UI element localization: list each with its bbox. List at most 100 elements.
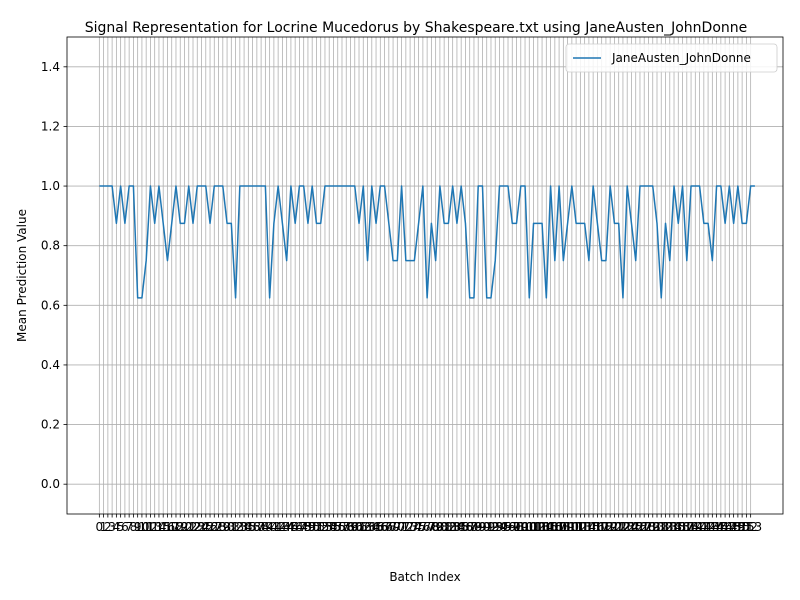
x-tick-label: 49 bbox=[300, 520, 315, 534]
x-tick-label: 91 bbox=[479, 520, 494, 534]
x-tick-label: 5 bbox=[117, 520, 125, 534]
x-tick-label: 0 bbox=[96, 520, 104, 534]
x-tick-label: 123 bbox=[611, 520, 634, 534]
y-axis-label: Mean Prediction Value bbox=[15, 209, 29, 342]
x-tick-label: 1 bbox=[100, 520, 108, 534]
x-tick-label: 82 bbox=[441, 520, 456, 534]
x-tick-label: 19 bbox=[173, 520, 188, 534]
x-tick-label: 22 bbox=[185, 520, 200, 534]
x-tick-label: 45 bbox=[283, 520, 298, 534]
x-tick-label: 37 bbox=[249, 520, 264, 534]
x-tick-label: 99 bbox=[513, 520, 528, 534]
x-tick-label: 103 bbox=[526, 520, 549, 534]
x-tick-label: 83 bbox=[445, 520, 460, 534]
x-tick-label: 152 bbox=[735, 520, 758, 534]
x-tick-label: 122 bbox=[607, 520, 630, 534]
x-tick-label: 33 bbox=[232, 520, 247, 534]
x-tick-label: 66 bbox=[373, 520, 388, 534]
x-tick-label: 65 bbox=[368, 520, 383, 534]
x-tick-label: 68 bbox=[381, 520, 396, 534]
x-tick-label: 88 bbox=[466, 520, 481, 534]
legend-entry-label: JaneAusten_JohnDonne bbox=[611, 51, 751, 65]
x-tick-label: 13 bbox=[147, 520, 162, 534]
x-tick-label: 56 bbox=[330, 520, 345, 534]
x-tick-label: 118 bbox=[590, 520, 613, 534]
x-tick-label: 142 bbox=[692, 520, 715, 534]
x-axis-ticks: 0123456789101112131415161718192021222324… bbox=[96, 514, 762, 534]
x-tick-label: 125 bbox=[620, 520, 643, 534]
x-tick-label: 62 bbox=[356, 520, 371, 534]
x-tick-label: 85 bbox=[454, 520, 469, 534]
x-tick-label: 14 bbox=[151, 520, 166, 534]
x-tick-label: 153 bbox=[739, 520, 762, 534]
x-tick-label: 124 bbox=[616, 520, 639, 534]
x-tick-label: 32 bbox=[228, 520, 243, 534]
x-tick-label: 26 bbox=[202, 520, 217, 534]
x-tick-label: 12 bbox=[143, 520, 158, 534]
x-tick-label: 97 bbox=[505, 520, 520, 534]
x-tick-label: 110 bbox=[556, 520, 579, 534]
x-tick-label: 139 bbox=[680, 520, 703, 534]
x-tick-label: 116 bbox=[582, 520, 605, 534]
x-tick-label: 119 bbox=[594, 520, 617, 534]
x-tick-label: 36 bbox=[245, 520, 260, 534]
series-line bbox=[99, 185, 755, 299]
y-axis-ticks: 0.0 0.2 0.4 0.6 0.8 1.0 1.2 1.4 bbox=[41, 60, 67, 491]
x-tick-label: 74 bbox=[407, 520, 422, 534]
x-tick-label: 75 bbox=[411, 520, 426, 534]
x-tick-label: 104 bbox=[531, 520, 554, 534]
x-tick-label: 132 bbox=[650, 520, 673, 534]
x-tick-label: 148 bbox=[718, 520, 741, 534]
legend: JaneAusten_JohnDonne bbox=[565, 43, 778, 73]
x-tick-label: 3 bbox=[108, 520, 116, 534]
x-tick-label: 69 bbox=[385, 520, 400, 534]
x-tick-label: 127 bbox=[629, 520, 652, 534]
x-tick-label: 78 bbox=[424, 520, 439, 534]
x-tick-label: 6 bbox=[121, 520, 129, 534]
x-tick-label: 50 bbox=[305, 520, 320, 534]
x-tick-label: 95 bbox=[496, 520, 511, 534]
x-tick-label: 149 bbox=[722, 520, 745, 534]
x-tick-label: 96 bbox=[500, 520, 515, 534]
y-tick-label: 1.0 bbox=[41, 179, 60, 193]
x-tick-label: 134 bbox=[658, 520, 681, 534]
x-tick-label: 98 bbox=[509, 520, 524, 534]
x-tick-label: 73 bbox=[402, 520, 417, 534]
x-tick-label: 105 bbox=[535, 520, 558, 534]
x-tick-label: 80 bbox=[432, 520, 447, 534]
x-tick-label: 31 bbox=[224, 520, 239, 534]
x-tick-label: 79 bbox=[428, 520, 443, 534]
x-tick-label: 59 bbox=[343, 520, 358, 534]
x-tick-label: 55 bbox=[326, 520, 341, 534]
x-tick-label: 52 bbox=[313, 520, 328, 534]
x-tick-label: 35 bbox=[241, 520, 256, 534]
x-tick-label: 21 bbox=[181, 520, 196, 534]
x-tick-label: 108 bbox=[548, 520, 571, 534]
x-tick-label: 18 bbox=[168, 520, 183, 534]
x-tick-label: 93 bbox=[488, 520, 503, 534]
x-tick-label: 102 bbox=[522, 520, 545, 534]
x-tick-label: 143 bbox=[697, 520, 720, 534]
x-tick-label: 67 bbox=[377, 520, 392, 534]
x-tick-label: 20 bbox=[177, 520, 192, 534]
x-tick-label: 15 bbox=[156, 520, 171, 534]
x-tick-label: 87 bbox=[462, 520, 477, 534]
x-tick-label: 16 bbox=[160, 520, 175, 534]
x-tick-label: 77 bbox=[419, 520, 434, 534]
x-tick-label: 84 bbox=[449, 520, 464, 534]
legend-box bbox=[565, 43, 778, 73]
x-tick-label: 44 bbox=[279, 520, 294, 534]
x-tick-label: 111 bbox=[560, 520, 583, 534]
x-tick-label: 24 bbox=[194, 520, 209, 534]
x-tick-label: 129 bbox=[637, 520, 660, 534]
x-tick-label: 112 bbox=[565, 520, 588, 534]
x-tick-label: 151 bbox=[731, 520, 754, 534]
x-tick-label: 64 bbox=[364, 520, 379, 534]
x-tick-label: 144 bbox=[701, 520, 724, 534]
x-tick-label: 86 bbox=[458, 520, 473, 534]
x-tick-label: 126 bbox=[624, 520, 647, 534]
x-tick-label: 89 bbox=[471, 520, 486, 534]
x-tick-label: 106 bbox=[539, 520, 562, 534]
